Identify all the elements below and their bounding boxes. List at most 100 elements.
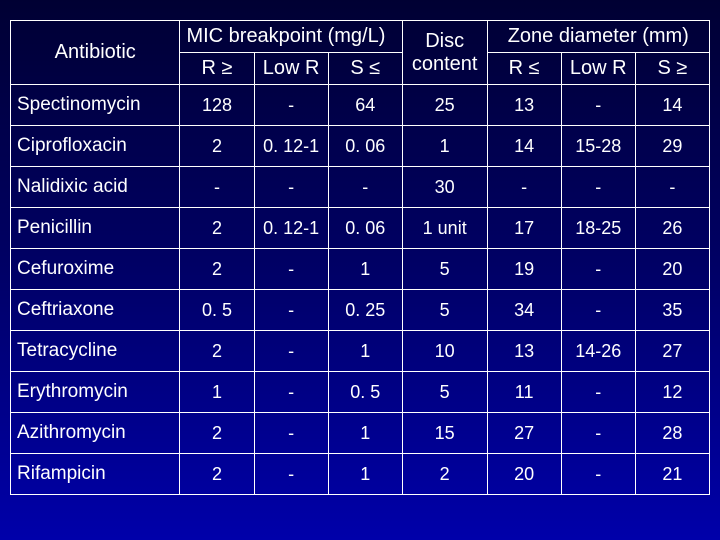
disc-cell: 5 xyxy=(402,372,487,413)
zone-s-cell: 28 xyxy=(635,413,709,454)
zone-low-cell: - xyxy=(561,290,635,331)
antibiotic-name: Rifampicin xyxy=(11,454,180,495)
mic-r-cell: 2 xyxy=(180,413,254,454)
zone-s-cell: 14 xyxy=(635,85,709,126)
zone-s-cell: 21 xyxy=(635,454,709,495)
antibiotic-table: Antibiotic MIC breakpoint (mg/L) Disc co… xyxy=(10,20,710,495)
zone-r-cell: 19 xyxy=(487,249,561,290)
table-row: Ceftriaxone0. 5-0. 25534-35 xyxy=(11,290,710,331)
mic-r-cell: 2 xyxy=(180,249,254,290)
antibiotic-name: Penicillin xyxy=(11,208,180,249)
header-mic-low: Low R xyxy=(254,53,328,85)
antibiotic-name: Ceftriaxone xyxy=(11,290,180,331)
zone-r-cell: 13 xyxy=(487,331,561,372)
mic-s-cell: 0. 5 xyxy=(328,372,402,413)
antibiotic-name: Azithromycin xyxy=(11,413,180,454)
mic-r-cell: 1 xyxy=(180,372,254,413)
header-zone: Zone diameter (mm) xyxy=(487,21,709,53)
table-header: Antibiotic MIC breakpoint (mg/L) Disc co… xyxy=(11,21,710,85)
zone-low-cell: - xyxy=(561,249,635,290)
mic-r-cell: - xyxy=(180,167,254,208)
mic-s-cell: 1 xyxy=(328,249,402,290)
header-mic: MIC breakpoint (mg/L) xyxy=(180,21,402,53)
disc-cell: 30 xyxy=(402,167,487,208)
mic-s-cell: - xyxy=(328,167,402,208)
disc-cell: 5 xyxy=(402,249,487,290)
zone-s-cell: 27 xyxy=(635,331,709,372)
table-row: Tetracycline2-1101314-2627 xyxy=(11,331,710,372)
disc-cell: 1 unit xyxy=(402,208,487,249)
table-row: Rifampicin2-1220-21 xyxy=(11,454,710,495)
disc-cell: 10 xyxy=(402,331,487,372)
antibiotic-name: Nalidixic acid xyxy=(11,167,180,208)
mic-s-cell: 1 xyxy=(328,331,402,372)
mic-s-cell: 1 xyxy=(328,454,402,495)
header-zone-s: S ≥ xyxy=(635,53,709,85)
zone-low-cell: - xyxy=(561,85,635,126)
table-row: Ciprofloxacin20. 12-10. 0611415-2829 xyxy=(11,126,710,167)
mic-low-cell: 0. 12-1 xyxy=(254,126,328,167)
zone-low-cell: - xyxy=(561,413,635,454)
zone-low-cell: - xyxy=(561,372,635,413)
mic-r-cell: 2 xyxy=(180,331,254,372)
zone-r-cell: 14 xyxy=(487,126,561,167)
mic-r-cell: 2 xyxy=(180,126,254,167)
mic-s-cell: 0. 06 xyxy=(328,126,402,167)
table-row: Cefuroxime2-1519-20 xyxy=(11,249,710,290)
zone-r-cell: 13 xyxy=(487,85,561,126)
antibiotic-name: Tetracycline xyxy=(11,331,180,372)
mic-r-cell: 2 xyxy=(180,208,254,249)
zone-low-cell: - xyxy=(561,454,635,495)
mic-low-cell: - xyxy=(254,454,328,495)
zone-s-cell: 35 xyxy=(635,290,709,331)
mic-s-cell: 64 xyxy=(328,85,402,126)
mic-s-cell: 1 xyxy=(328,413,402,454)
antibiotic-name: Erythromycin xyxy=(11,372,180,413)
mic-low-cell: - xyxy=(254,85,328,126)
zone-low-cell: 15-28 xyxy=(561,126,635,167)
mic-s-cell: 0. 25 xyxy=(328,290,402,331)
header-antibiotic: Antibiotic xyxy=(11,21,180,85)
disc-cell: 5 xyxy=(402,290,487,331)
zone-r-cell: 17 xyxy=(487,208,561,249)
antibiotic-name: Spectinomycin xyxy=(11,85,180,126)
mic-r-cell: 128 xyxy=(180,85,254,126)
zone-low-cell: 18-25 xyxy=(561,208,635,249)
antibiotic-name: Ciprofloxacin xyxy=(11,126,180,167)
mic-low-cell: - xyxy=(254,290,328,331)
disc-cell: 2 xyxy=(402,454,487,495)
mic-low-cell: - xyxy=(254,167,328,208)
header-zone-low: Low R xyxy=(561,53,635,85)
table-row: Nalidixic acid---30--- xyxy=(11,167,710,208)
table-row: Spectinomycin128-642513-14 xyxy=(11,85,710,126)
header-zone-r: R ≤ xyxy=(487,53,561,85)
zone-r-cell: 27 xyxy=(487,413,561,454)
mic-r-cell: 2 xyxy=(180,454,254,495)
mic-r-cell: 0. 5 xyxy=(180,290,254,331)
zone-s-cell: 29 xyxy=(635,126,709,167)
header-mic-r: R ≥ xyxy=(180,53,254,85)
table-row: Penicillin20. 12-10. 061 unit1718-2526 xyxy=(11,208,710,249)
zone-s-cell: 12 xyxy=(635,372,709,413)
zone-r-cell: 20 xyxy=(487,454,561,495)
header-mic-s: S ≤ xyxy=(328,53,402,85)
header-disc: Disc content xyxy=(402,21,487,85)
zone-low-cell: - xyxy=(561,167,635,208)
mic-low-cell: - xyxy=(254,413,328,454)
disc-cell: 1 xyxy=(402,126,487,167)
mic-low-cell: - xyxy=(254,372,328,413)
zone-r-cell: - xyxy=(487,167,561,208)
table-row: Erythromycin1-0. 5511-12 xyxy=(11,372,710,413)
table-row: Azithromycin2-11527-28 xyxy=(11,413,710,454)
disc-cell: 15 xyxy=(402,413,487,454)
zone-s-cell: 26 xyxy=(635,208,709,249)
mic-low-cell: 0. 12-1 xyxy=(254,208,328,249)
mic-low-cell: - xyxy=(254,249,328,290)
zone-s-cell: 20 xyxy=(635,249,709,290)
mic-s-cell: 0. 06 xyxy=(328,208,402,249)
table-body: Spectinomycin128-642513-14Ciprofloxacin2… xyxy=(11,85,710,495)
zone-low-cell: 14-26 xyxy=(561,331,635,372)
mic-low-cell: - xyxy=(254,331,328,372)
zone-s-cell: - xyxy=(635,167,709,208)
disc-cell: 25 xyxy=(402,85,487,126)
